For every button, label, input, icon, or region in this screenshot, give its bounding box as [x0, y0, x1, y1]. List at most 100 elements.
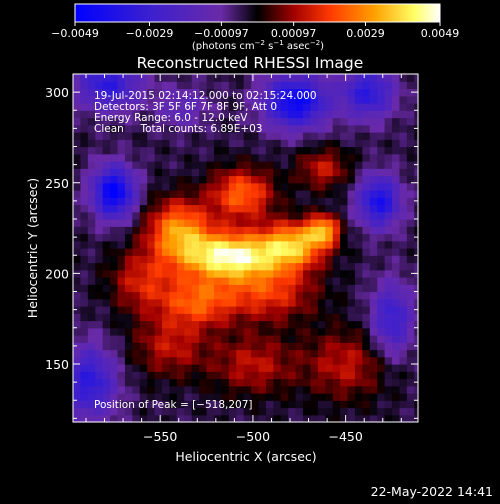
- heatmap-cell: [362, 298, 371, 307]
- heatmap-cell: [258, 349, 267, 358]
- heatmap-cell: [406, 117, 415, 126]
- heatmap-cell: [80, 81, 89, 90]
- heatmap-cell: [406, 95, 415, 104]
- heatmap-cell: [184, 190, 193, 198]
- heatmap-cell: [392, 161, 401, 169]
- heatmap-cell: [303, 197, 312, 206]
- heatmap-cell: [325, 313, 334, 322]
- heatmap-cell: [243, 240, 252, 249]
- heatmap-cell: [221, 269, 230, 278]
- heatmap-cell: [124, 327, 133, 336]
- heatmap-cell: [377, 393, 386, 401]
- heatmap-cell: [169, 103, 178, 111]
- heatmap-cell: [191, 88, 200, 97]
- heatmap-cell: [377, 132, 386, 140]
- heatmap-cell: [288, 385, 297, 394]
- heatmap-cell: [354, 95, 363, 104]
- heatmap-cell: [184, 284, 193, 293]
- heatmap-cell: [258, 132, 267, 140]
- heatmap-cell: [117, 240, 126, 249]
- heatmap-cell: [87, 110, 96, 119]
- heatmap-cell: [139, 298, 148, 307]
- heatmap-cell: [251, 153, 260, 162]
- heatmap-cell: [73, 327, 82, 336]
- heatmap-cell: [377, 124, 386, 133]
- heatmap-cell: [265, 204, 274, 213]
- heatmap-cell: [280, 146, 289, 155]
- heatmap-cell: [354, 219, 363, 227]
- heatmap-cell: [288, 349, 297, 358]
- heatmap-cell: [406, 204, 415, 213]
- heatmap-cell: [325, 262, 334, 271]
- heatmap-cell: [317, 349, 326, 358]
- heatmap-cell: [73, 190, 82, 198]
- heatmap-cell: [169, 168, 178, 177]
- heatmap-cell: [399, 327, 408, 336]
- heatmap-cell: [184, 117, 193, 126]
- heatmap-cell: [406, 277, 415, 285]
- heatmap-cell: [213, 320, 222, 329]
- heatmap-cell: [325, 349, 334, 358]
- heatmap-cell: [288, 269, 297, 278]
- heatmap-cell: [243, 226, 252, 235]
- heatmap-cell: [73, 349, 82, 358]
- heatmap-cell: [139, 269, 148, 278]
- heatmap-cell: [213, 306, 222, 314]
- heatmap-cell: [80, 219, 89, 227]
- heatmap-cell: [206, 291, 215, 300]
- heatmap-cell: [199, 103, 208, 111]
- heatmap-cell: [406, 197, 415, 206]
- heatmap-cell: [317, 313, 326, 322]
- heatmap-cell: [369, 182, 378, 191]
- heatmap-cell: [147, 190, 156, 198]
- heatmap-cell: [258, 204, 267, 213]
- heatmap-cell: [362, 161, 371, 169]
- heatmap-cell: [340, 335, 349, 343]
- heatmap-cell: [154, 327, 163, 336]
- heatmap-cell: [251, 219, 260, 227]
- heatmap-cell: [87, 117, 96, 126]
- heatmap-cell: [80, 74, 89, 82]
- heatmap-cell: [228, 74, 237, 82]
- heatmap-cell: [325, 393, 334, 401]
- heatmap-cell: [184, 168, 193, 177]
- heatmap-cell: [102, 240, 111, 249]
- heatmap-cell: [251, 414, 260, 423]
- heatmap-cell: [414, 168, 419, 177]
- heatmap-cell: [377, 371, 386, 380]
- heatmap-cell: [280, 400, 289, 409]
- heatmap-cell: [213, 255, 222, 264]
- heatmap-cell: [340, 233, 349, 242]
- heatmap-cell: [102, 95, 111, 104]
- heatmap-cell: [176, 291, 185, 300]
- heatmap-cell: [258, 393, 267, 401]
- heatmap-cell: [213, 240, 222, 249]
- heatmap-cell: [392, 407, 401, 416]
- heatmap-cell: [325, 204, 334, 213]
- heatmap-cell: [340, 349, 349, 358]
- heatmap-cell: [147, 407, 156, 416]
- heatmap-cell: [362, 313, 371, 322]
- heatmap-cell: [117, 146, 126, 155]
- heatmap-cell: [362, 248, 371, 256]
- heatmap-cell: [191, 298, 200, 307]
- heatmap-cell: [303, 146, 312, 155]
- heatmap-cell: [265, 88, 274, 97]
- heatmap-cell: [399, 298, 408, 307]
- heatmap-cell: [102, 117, 111, 126]
- heatmap-cell: [310, 95, 319, 104]
- heatmap-cell: [325, 182, 334, 191]
- heatmap-cell: [310, 110, 319, 119]
- heatmap-cell: [87, 291, 96, 300]
- heatmap-cell: [132, 103, 141, 111]
- heatmap-cell: [132, 291, 141, 300]
- heatmap-cell: [243, 407, 252, 416]
- heatmap-cell: [102, 139, 111, 148]
- heatmap-cell: [147, 269, 156, 278]
- heatmap-cell: [354, 335, 363, 343]
- heatmap-cell: [176, 95, 185, 104]
- heatmap-cell: [310, 81, 319, 90]
- heatmap-cell: [206, 153, 215, 162]
- heatmap-cell: [147, 313, 156, 322]
- heatmap-cell: [73, 240, 82, 249]
